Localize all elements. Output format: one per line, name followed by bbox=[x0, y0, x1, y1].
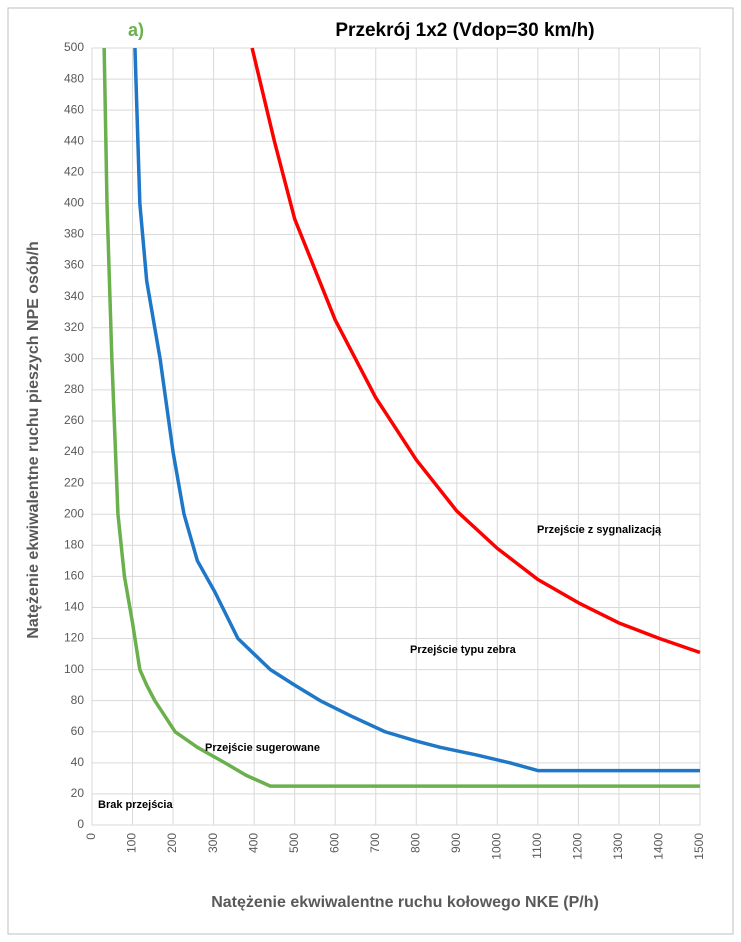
y-tick-label: 300 bbox=[64, 351, 84, 365]
y-tick-label: 280 bbox=[64, 382, 84, 396]
x-tick-label: 0 bbox=[84, 833, 98, 840]
series-line bbox=[250, 47, 701, 655]
x-tick-label: 1200 bbox=[571, 833, 585, 860]
x-tick-label: 1000 bbox=[490, 833, 504, 860]
plot-frame bbox=[91, 47, 701, 826]
x-tick-label: 600 bbox=[327, 833, 341, 853]
chart-title: Przekrój 1x2 (Vdop=30 km/h) bbox=[335, 20, 594, 41]
y-tick-label: 80 bbox=[71, 693, 85, 707]
x-tick-label: 1400 bbox=[652, 833, 666, 860]
y-tick-label: 500 bbox=[64, 40, 84, 54]
x-tick-label: 800 bbox=[408, 833, 422, 853]
y-tick-label: 220 bbox=[64, 475, 84, 489]
x-tick-label: 1100 bbox=[530, 833, 544, 859]
y-tick-label: 180 bbox=[64, 537, 84, 551]
x-tick-label: 400 bbox=[246, 833, 260, 853]
x-tick-label: 200 bbox=[165, 833, 179, 853]
x-tick-label: 300 bbox=[206, 833, 220, 853]
series-line bbox=[133, 47, 700, 773]
y-tick-label: 360 bbox=[64, 258, 84, 272]
y-axis-label: Natężenie ekwiwalentne ruchu pieszych NP… bbox=[25, 241, 42, 638]
y-tick-label: 420 bbox=[64, 164, 84, 178]
chart-frame bbox=[7, 7, 734, 935]
y-tick-label: 0 bbox=[77, 817, 84, 831]
y-tick-label: 340 bbox=[64, 289, 84, 303]
y-tick-label: 140 bbox=[64, 600, 84, 614]
y-tick-label: 480 bbox=[64, 71, 84, 85]
y-tick-label: 400 bbox=[64, 196, 84, 210]
panel-label: a) bbox=[128, 20, 144, 40]
y-tick-label: 160 bbox=[64, 569, 84, 583]
series-line bbox=[102, 47, 700, 788]
y-tick-label: 240 bbox=[64, 444, 84, 458]
y-tick-label: 60 bbox=[71, 724, 85, 738]
y-tick-label: 120 bbox=[64, 631, 84, 645]
y-tick-label: 260 bbox=[64, 413, 84, 427]
region-label: Przejście z sygnalizacją bbox=[537, 524, 662, 536]
x-tick-label: 700 bbox=[368, 833, 382, 853]
region-label: Przejście typu zebra bbox=[410, 644, 517, 656]
y-tick-label: 460 bbox=[64, 102, 84, 116]
y-tick-label: 200 bbox=[64, 506, 84, 520]
y-tick-label: 440 bbox=[64, 133, 84, 147]
x-tick-label: 100 bbox=[125, 833, 139, 853]
x-tick-label: 500 bbox=[287, 833, 301, 853]
x-tick-label: 1500 bbox=[692, 833, 706, 860]
region-label: Brak przejścia bbox=[98, 799, 173, 811]
x-tick-label: 1300 bbox=[611, 833, 625, 860]
y-tick-label: 380 bbox=[64, 227, 84, 241]
x-tick-label: 900 bbox=[449, 833, 463, 853]
region-label: Przejście sugerowane bbox=[205, 742, 320, 754]
y-tick-label: 20 bbox=[71, 786, 85, 800]
x-axis-label: Natężenie ekwiwalentne ruchu kołowego NK… bbox=[211, 894, 599, 911]
y-tick-label: 40 bbox=[71, 755, 85, 769]
y-tick-label: 320 bbox=[64, 320, 84, 334]
y-tick-label: 100 bbox=[64, 662, 84, 676]
